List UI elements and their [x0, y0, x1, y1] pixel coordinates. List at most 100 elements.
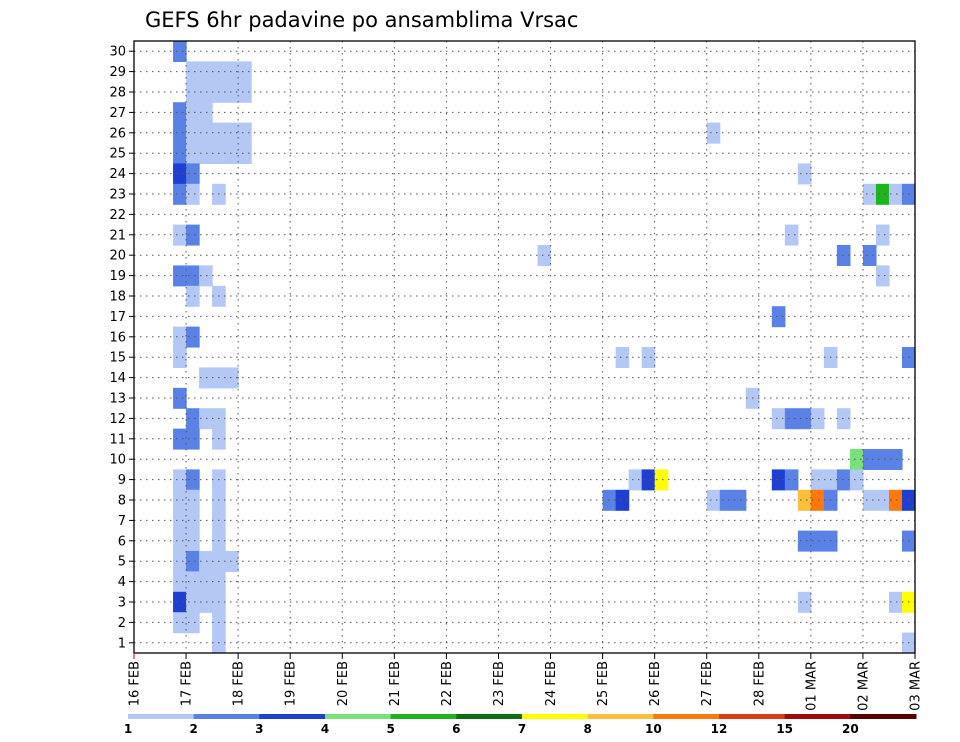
colorbar-swatch — [784, 714, 851, 719]
colorbar-swatch — [193, 714, 260, 719]
heatmap-cell — [173, 183, 187, 205]
y-tick-label: 5 — [118, 555, 126, 570]
heatmap-cell — [173, 469, 187, 491]
y-tick-label: 28 — [109, 86, 126, 101]
heatmap-cell — [654, 469, 669, 491]
heatmap-cell — [784, 224, 799, 246]
heatmap-cell — [771, 469, 786, 491]
colorbar-label: 4 — [321, 722, 329, 736]
heatmap-cell — [836, 245, 851, 266]
heatmap-cell — [537, 245, 552, 266]
y-tick-label: 12 — [109, 412, 126, 427]
y-tick-label: 7 — [118, 514, 126, 529]
heatmap-cell — [186, 326, 200, 348]
heatmap-cell — [784, 469, 799, 491]
x-tick-label: 18 FEB — [232, 661, 247, 706]
heatmap-cell — [186, 530, 200, 552]
heatmap-cell — [186, 489, 200, 511]
heatmap-cell — [173, 591, 187, 613]
heatmap-cell — [862, 449, 877, 470]
colorbar-label: 10 — [645, 722, 662, 736]
x-tick-label: 20 FEB — [336, 661, 351, 706]
heatmap-cell — [199, 265, 213, 287]
x-tick-label: 03 MAR — [909, 661, 924, 711]
y-tick-label: 13 — [109, 392, 126, 407]
heatmap-cell — [199, 591, 213, 613]
heatmap-cell — [199, 61, 213, 83]
colorbar-swatch — [850, 714, 917, 719]
colorbar-label: 1 — [124, 722, 132, 736]
heatmap-cell — [771, 306, 786, 328]
heatmap-cell — [875, 489, 890, 511]
x-tick-label: 24 FEB — [544, 661, 559, 706]
grid-lines — [134, 41, 915, 653]
x-tick-label: 28 FEB — [752, 661, 767, 706]
heatmap-cell — [849, 449, 864, 470]
heatmap-cell — [888, 449, 903, 470]
heatmap-cell — [186, 591, 200, 613]
x-tick-label: 23 FEB — [492, 661, 507, 706]
y-tick-label: 4 — [118, 575, 126, 590]
heatmap-cell — [225, 61, 239, 83]
y-tick-label: 6 — [118, 534, 126, 549]
heatmap-cell — [888, 183, 903, 205]
heatmap-cell — [186, 285, 200, 307]
heatmap-cell — [186, 510, 200, 532]
heatmap-cell — [862, 183, 877, 205]
heatmap-cell — [173, 612, 187, 634]
heatmap-cell — [186, 102, 200, 124]
y-tick-label: 17 — [109, 310, 126, 325]
y-tick-label: 19 — [109, 269, 126, 284]
heatmap-cell — [186, 428, 200, 450]
heatmap-cell — [173, 102, 187, 124]
heatmap-cell — [797, 530, 812, 552]
y-tick-label: 30 — [109, 45, 126, 60]
y-tick-label: 26 — [109, 126, 126, 141]
heatmap-cell — [875, 265, 890, 287]
heatmap-cell — [173, 41, 187, 62]
heatmap-cell — [173, 265, 187, 287]
colorbar-label: 8 — [583, 722, 591, 736]
colorbar-swatch — [587, 714, 654, 719]
heatmap-cell — [173, 122, 187, 144]
heatmap-cell — [173, 143, 187, 164]
x-tick-label: 16 FEB — [128, 661, 143, 706]
heatmap-cell — [849, 469, 864, 491]
heatmap-cell — [173, 530, 187, 552]
heatmap-cell — [199, 408, 213, 430]
colorbar-swatch — [653, 714, 720, 719]
colorbar-label: 3 — [255, 722, 263, 736]
heatmap-cell — [888, 489, 903, 511]
x-axis: 16 FEB 17 FEB 18 FEB 19 FEB 20 FEB 21 FEB 22 F… — [128, 653, 924, 711]
x-tick-label: 22 FEB — [440, 661, 455, 706]
heatmap-cell — [641, 347, 656, 368]
colorbar-label: 20 — [842, 722, 859, 736]
y-tick-label: 24 — [109, 167, 126, 182]
x-tick-label: 19 FEB — [284, 661, 299, 706]
heatmap-cell — [771, 408, 786, 430]
heatmap-cells — [173, 41, 916, 654]
colorbar-label: 6 — [452, 722, 460, 736]
heatmap-cell — [173, 347, 187, 368]
heatmap-cell — [186, 122, 200, 144]
heatmap-cell — [225, 143, 239, 164]
x-tick-label: 27 FEB — [700, 661, 715, 706]
x-tick-label: 26 FEB — [648, 661, 663, 706]
heatmap-cell — [186, 612, 200, 634]
heatmap-cell — [628, 469, 643, 491]
heatmap-cell — [186, 143, 200, 164]
heatmap-cell — [173, 326, 187, 348]
heatmap-cell — [797, 591, 812, 613]
y-tick-label: 25 — [109, 147, 126, 162]
heatmap-cell — [199, 367, 213, 389]
heatmap-cell — [888, 591, 903, 613]
y-tick-label: 15 — [109, 351, 126, 366]
y-axis: 1234567891011121314151617181920212223242… — [109, 45, 134, 651]
heatmap-cell — [875, 449, 890, 470]
y-tick-label: 9 — [118, 473, 126, 488]
heatmap-cell — [238, 81, 252, 103]
colorbar-label: 12 — [711, 722, 728, 736]
heatmap-cell — [238, 61, 252, 83]
colorbar-label: 2 — [189, 722, 197, 736]
